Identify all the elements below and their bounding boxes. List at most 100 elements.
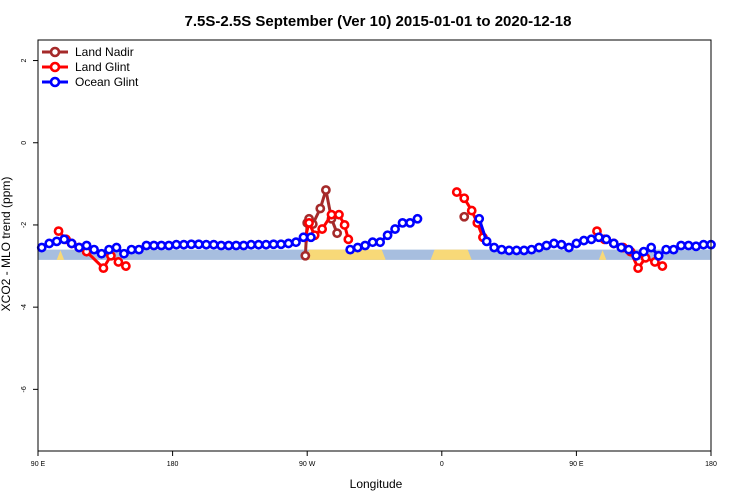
data-point [283, 238, 294, 249]
x-tick-label: 90 E [569, 461, 584, 468]
data-point [345, 244, 356, 255]
data-point [104, 244, 114, 255]
data-point [526, 244, 537, 255]
data-point [300, 250, 311, 261]
legend-item-land-glint: Land Glint [42, 60, 130, 74]
data-point [223, 240, 234, 251]
data-point [601, 234, 612, 245]
data-point [96, 248, 107, 259]
data-point [691, 241, 701, 252]
data-point [113, 257, 124, 267]
surface-type-band [38, 249, 711, 260]
axes: 90 E 180 90 W 0 90 E 180 2 0 -2 -4 -6 [21, 59, 717, 468]
chart-title: 7.5S-2.5S September (Ver 10) 2015-01-01 … [185, 13, 572, 30]
data-point [291, 237, 301, 248]
data-point [253, 239, 264, 250]
data-point [549, 238, 559, 249]
data-point [390, 224, 400, 234]
data-point [334, 209, 344, 220]
legend-item-ocean-glint: Ocean Glint [42, 75, 139, 89]
data-point [638, 246, 649, 257]
data-point [474, 213, 485, 224]
data-point [451, 187, 462, 197]
data-point [238, 240, 249, 251]
data-point [489, 242, 500, 253]
data-point [360, 240, 371, 251]
data-point [246, 239, 257, 250]
data-point [134, 244, 144, 255]
data-point [616, 242, 627, 253]
legend-marker [49, 61, 61, 73]
data-point [53, 226, 64, 237]
data-point [126, 244, 137, 255]
data-point [186, 239, 197, 250]
data-point [578, 235, 589, 246]
data-point [608, 238, 619, 249]
data-point [593, 232, 604, 243]
data-point [653, 250, 664, 261]
data-point [141, 240, 152, 251]
data-point [156, 240, 167, 251]
data-point [382, 230, 393, 241]
data-point [326, 209, 337, 220]
y-axis-label: XCO2 - MLO trend (ppm) [0, 177, 13, 312]
x-tick-label: 0 [440, 461, 444, 468]
y-tick-label: -2 [21, 222, 28, 228]
data-point [261, 239, 271, 250]
x-axis-label: Longitude [350, 477, 403, 491]
data-point [556, 239, 567, 250]
data-point [343, 234, 354, 245]
data-point [511, 245, 522, 256]
data-point [397, 217, 408, 228]
data-point [111, 242, 122, 253]
data-point [193, 239, 204, 250]
data-point [412, 213, 423, 224]
data-point [339, 220, 350, 230]
data-point [59, 234, 70, 245]
legend-label: Land Nadir [75, 45, 134, 59]
series-ocean-glint [36, 213, 716, 261]
data-point [268, 239, 279, 250]
data-point [120, 261, 131, 271]
legend-marker [49, 46, 61, 58]
data-point [163, 240, 174, 251]
data-point [352, 242, 363, 253]
data-point [623, 244, 634, 255]
data-point [276, 239, 286, 250]
data-point [315, 203, 326, 214]
data-point [405, 217, 415, 228]
data-point [216, 240, 227, 251]
data-point [298, 232, 309, 243]
x-tick-label: 180 [705, 461, 717, 468]
data-point [504, 245, 514, 256]
legend-marker [49, 76, 61, 88]
data-point [466, 205, 477, 216]
y-tick-label: 0 [21, 141, 28, 145]
data-point [496, 244, 507, 255]
data-point [631, 250, 642, 261]
legend-label: Ocean Glint [75, 75, 139, 89]
data-point [89, 244, 99, 255]
data-point [586, 234, 597, 245]
land-band-segment [430, 249, 472, 260]
data-point [519, 245, 529, 256]
data-point [81, 240, 92, 251]
data-point [367, 237, 378, 248]
legend-label: Land Glint [75, 60, 130, 74]
data-point [98, 263, 109, 274]
data-point [676, 240, 686, 251]
y-tick-label: 2 [21, 59, 28, 63]
data-point [201, 239, 212, 250]
data-point [534, 242, 544, 253]
x-tick-label: 90 W [299, 461, 316, 468]
data-point [208, 239, 219, 250]
plot-frame [37, 39, 712, 452]
data-point [375, 237, 386, 248]
x-tick-label: 90 E [31, 461, 46, 468]
data-point [633, 263, 643, 274]
y-tick-label: -4 [21, 304, 28, 310]
y-tick-label: -6 [21, 386, 28, 392]
data-point [44, 238, 55, 249]
data-point [571, 238, 582, 249]
